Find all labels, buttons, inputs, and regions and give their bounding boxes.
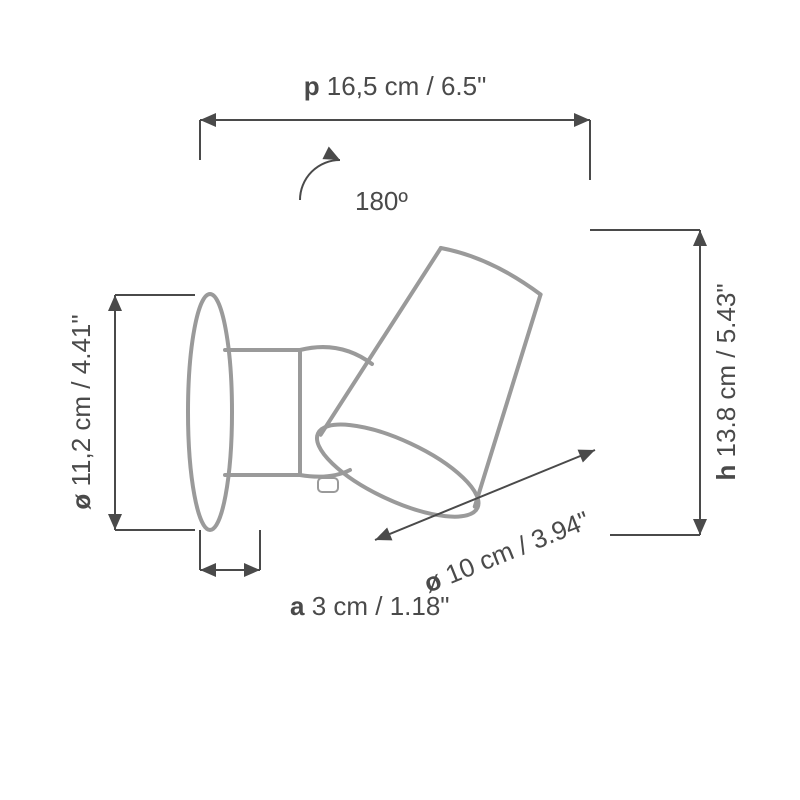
dim-head-dia: ø 10 cm / 3.94": [420, 505, 594, 599]
dim-a: a 3 cm / 1.18": [290, 591, 450, 621]
dim-h: h 13.8 cm / 5.43": [711, 283, 741, 480]
dim-base-dia: ø 11,2 cm / 4.41": [66, 314, 96, 509]
dimension-diagram: p 16,5 cm / 6.5" h 13.8 cm / 5.43" ø 11,2 …: [0, 0, 800, 800]
dim-p: p 16,5 cm / 6.5": [304, 71, 487, 101]
lamp-outline: [188, 248, 541, 535]
rotation-label: 180º: [355, 186, 408, 216]
